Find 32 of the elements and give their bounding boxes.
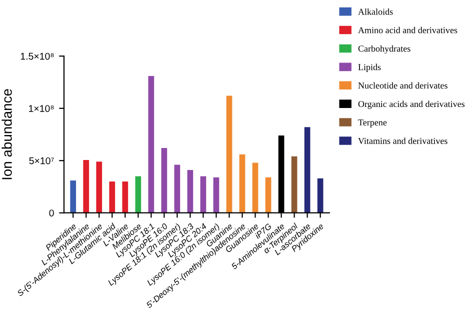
bar: [213, 177, 220, 213]
legend-label: Alkaloids: [358, 8, 393, 15]
bar: [70, 180, 76, 213]
bar: [304, 127, 310, 213]
bar: [135, 176, 142, 213]
y-tick-label: 1.5×10⁸: [20, 52, 54, 60]
bar: [96, 162, 102, 213]
legend-label: Vitamins and derivatives: [358, 138, 448, 144]
bar: [226, 96, 232, 213]
bar: [174, 164, 180, 213]
y-axis-title: Ion abundance: [2, 89, 12, 180]
y-tick-label: 1×10⁸: [29, 105, 54, 112]
y-tick-label: 5×10⁷: [29, 157, 54, 164]
bar: [109, 182, 116, 213]
bar: [161, 148, 168, 213]
bar: [265, 177, 272, 213]
legend-label: Organic acids and derivatives: [358, 100, 465, 109]
legend-label: Carbohydrates: [358, 45, 410, 54]
bar: [187, 170, 194, 213]
bar: [122, 182, 128, 213]
bar: [239, 154, 246, 213]
bar: [291, 156, 298, 213]
legend-label: Amino acid and derivatives: [358, 26, 458, 34]
bar: [252, 162, 258, 213]
legend-label: Terpene: [358, 120, 387, 128]
legend-label: Nucleotide and derivates: [358, 82, 448, 89]
bar: [200, 176, 206, 213]
bar: [83, 160, 90, 213]
bar: [317, 178, 324, 213]
legend-label: Lipids: [358, 64, 381, 72]
y-tick-label: 0: [49, 210, 54, 216]
bar: [148, 76, 154, 213]
